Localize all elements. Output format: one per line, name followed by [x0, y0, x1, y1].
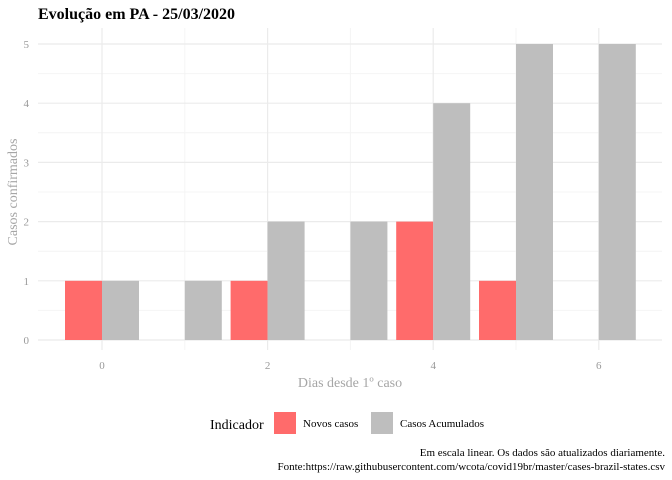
bars: [65, 44, 636, 340]
bar-casos-acumulados: [516, 44, 553, 340]
y-tick-label: 2: [24, 217, 30, 229]
x-tick-label: 6: [596, 360, 602, 372]
y-axis-label: Casos confirmados: [6, 139, 21, 246]
bar-casos-acumulados: [433, 103, 471, 340]
chart-title: Evolução em PA - 25/03/2020: [38, 6, 235, 23]
bar-novos-casos: [479, 280, 516, 340]
legend-key: [371, 412, 393, 434]
x-tick-label: 2: [265, 360, 271, 372]
legend-key: [274, 412, 296, 434]
caption-line-1: Em escala linear. Os dados são atualizad…: [420, 447, 666, 459]
x-tick-labels: 0 2 4 6: [99, 360, 602, 372]
bar-novos-casos: [230, 280, 268, 340]
legend: Indicador Novos casos Casos Acumulados: [210, 412, 484, 434]
y-tick-label: 0: [24, 335, 30, 347]
caption: Em escala linear. Os dados são atualizad…: [277, 447, 665, 473]
y-tick-label: 4: [24, 98, 30, 110]
x-axis-label: Dias desde 1º caso: [298, 376, 402, 391]
bar-casos-acumulados: [267, 221, 305, 340]
y-tick-labels: 0 1 2 3 4 5: [24, 39, 30, 347]
bar-casos-acumulados: [184, 280, 222, 340]
bar-casos-acumulados: [598, 44, 636, 340]
legend-label: Novos casos: [303, 418, 358, 430]
bar-casos-acumulados: [350, 221, 388, 340]
y-tick-label: 3: [24, 157, 30, 169]
y-tick-label: 1: [24, 276, 30, 288]
y-tick-label: 5: [24, 39, 30, 51]
x-tick-label: 0: [99, 360, 105, 372]
bar-novos-casos: [65, 280, 102, 340]
bar-casos-acumulados: [102, 280, 139, 340]
legend-title: Indicador: [210, 418, 264, 433]
bar-novos-casos: [396, 221, 434, 340]
legend-label: Casos Acumulados: [400, 418, 484, 430]
caption-line-2: Fonte:https://raw.githubusercontent.com/…: [277, 461, 665, 473]
x-tick-label: 4: [430, 360, 436, 372]
